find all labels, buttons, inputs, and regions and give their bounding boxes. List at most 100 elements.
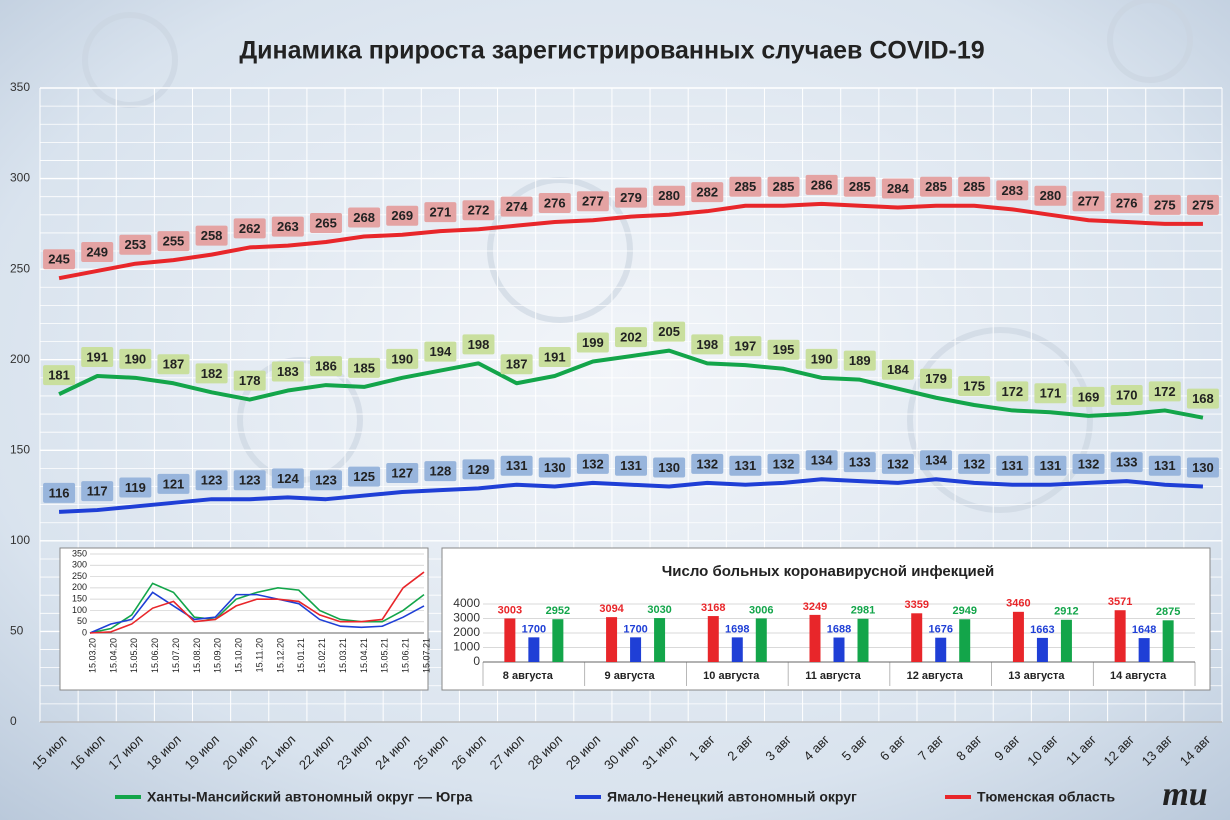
y-tick-label: 150 bbox=[72, 594, 87, 604]
y-tick-label: 50 bbox=[10, 624, 24, 638]
x-tick-label: 15.03.20 bbox=[87, 638, 97, 673]
data-label-bg bbox=[1186, 194, 1219, 215]
inset-bar-title: Число больных коронавирусной инфекцией bbox=[662, 563, 995, 580]
data-label-bg bbox=[157, 354, 190, 375]
data-label: 3249 bbox=[803, 601, 827, 613]
data-label: 128 bbox=[430, 464, 452, 479]
data-label: 280 bbox=[1040, 188, 1062, 203]
data-label: 186 bbox=[315, 359, 337, 374]
bar bbox=[935, 637, 947, 662]
data-label-bg bbox=[309, 212, 342, 233]
x-tick-label: 15.03.21 bbox=[338, 638, 348, 673]
y-tick-label: 150 bbox=[10, 442, 30, 456]
data-label: 183 bbox=[277, 364, 299, 379]
data-label: 2949 bbox=[952, 605, 976, 617]
x-tick-label: 9 августа bbox=[605, 670, 656, 682]
data-label-bg bbox=[1034, 383, 1067, 404]
data-label-bg bbox=[157, 231, 190, 252]
y-tick-label: 4000 bbox=[453, 596, 480, 610]
data-label-bg bbox=[386, 205, 419, 226]
data-label: 178 bbox=[239, 373, 261, 388]
data-label: 285 bbox=[963, 179, 985, 194]
bar bbox=[1060, 619, 1072, 662]
y-tick-label: 200 bbox=[72, 582, 87, 592]
data-label: 285 bbox=[735, 179, 757, 194]
data-label-bg bbox=[653, 185, 686, 206]
data-label-bg bbox=[538, 347, 571, 368]
bar bbox=[857, 618, 869, 662]
legend-label: Тюменская область bbox=[977, 789, 1116, 805]
series-line bbox=[58, 348, 1204, 420]
data-label-bg bbox=[119, 348, 152, 369]
data-label: 171 bbox=[1040, 386, 1062, 401]
data-label-bg bbox=[691, 182, 724, 203]
data-label: 134 bbox=[925, 453, 947, 468]
data-label: 134 bbox=[811, 453, 833, 468]
data-label: 131 bbox=[1001, 458, 1023, 473]
data-label-bg bbox=[538, 457, 571, 478]
data-label: 1700 bbox=[522, 623, 546, 635]
series-line bbox=[89, 591, 425, 634]
data-label-bg bbox=[424, 202, 457, 223]
data-label-bg bbox=[653, 457, 686, 478]
data-label: 190 bbox=[811, 351, 833, 366]
data-label: 285 bbox=[925, 179, 947, 194]
data-label: 133 bbox=[1116, 455, 1138, 470]
data-label-bg bbox=[233, 470, 266, 491]
y-tick-label: 0 bbox=[10, 714, 17, 728]
bar bbox=[707, 616, 719, 662]
data-label-bg bbox=[958, 176, 991, 197]
data-label: 131 bbox=[506, 458, 528, 473]
data-label: 172 bbox=[1001, 384, 1023, 399]
data-label: 185 bbox=[353, 360, 375, 375]
inset-bar-panel bbox=[441, 547, 1211, 691]
data-label-bg bbox=[195, 225, 228, 246]
y-tick-label: 300 bbox=[72, 560, 87, 570]
data-label-bg bbox=[81, 481, 114, 502]
inset-line-panel bbox=[59, 547, 429, 691]
data-label-bg bbox=[767, 176, 800, 197]
x-tick-label: 14 августа bbox=[1110, 670, 1167, 682]
data-label: 3460 bbox=[1006, 598, 1030, 610]
data-label-bg bbox=[615, 187, 647, 208]
data-label: 116 bbox=[49, 485, 70, 500]
y-tick-label: 2000 bbox=[453, 625, 480, 639]
x-tick-label: 15.07.21 bbox=[421, 638, 431, 673]
x-tick-label: 15.09.20 bbox=[213, 638, 223, 673]
data-label: 249 bbox=[86, 244, 108, 259]
data-label-bg bbox=[462, 334, 495, 355]
bar bbox=[606, 617, 618, 662]
data-label-bg bbox=[500, 196, 533, 217]
data-label-bg bbox=[348, 466, 381, 487]
data-label: 268 bbox=[353, 210, 375, 225]
bar bbox=[552, 619, 564, 662]
data-label: 3003 bbox=[498, 604, 522, 616]
legend-label: Ямало-Ненецкий автономный округ bbox=[607, 789, 857, 805]
bar bbox=[1138, 638, 1150, 662]
data-label-bg bbox=[43, 249, 76, 270]
data-label: 280 bbox=[658, 188, 680, 203]
data-label-bg bbox=[767, 453, 800, 474]
data-label-bg bbox=[1148, 194, 1181, 215]
data-label: 123 bbox=[201, 473, 223, 488]
data-label: 277 bbox=[582, 194, 604, 209]
data-label: 123 bbox=[315, 473, 337, 488]
data-label: 286 bbox=[811, 177, 833, 192]
data-label: 131 bbox=[620, 458, 642, 473]
x-tick-label: 15.10.20 bbox=[234, 638, 244, 673]
x-tick-label: 15.02.21 bbox=[317, 638, 327, 673]
data-label-bg bbox=[81, 347, 114, 368]
bar bbox=[504, 618, 516, 662]
data-label: 265 bbox=[315, 215, 337, 230]
data-label: 119 bbox=[125, 480, 146, 495]
x-tick-label: 11 августа bbox=[805, 670, 861, 682]
data-label-bg bbox=[1148, 381, 1181, 402]
data-label: 190 bbox=[124, 351, 146, 366]
data-label-bg bbox=[1034, 185, 1067, 206]
data-label: 198 bbox=[468, 337, 490, 352]
data-label: 275 bbox=[1154, 197, 1176, 212]
data-label: 131 bbox=[1040, 458, 1062, 473]
data-label-bg bbox=[233, 370, 266, 391]
bar bbox=[731, 637, 743, 662]
